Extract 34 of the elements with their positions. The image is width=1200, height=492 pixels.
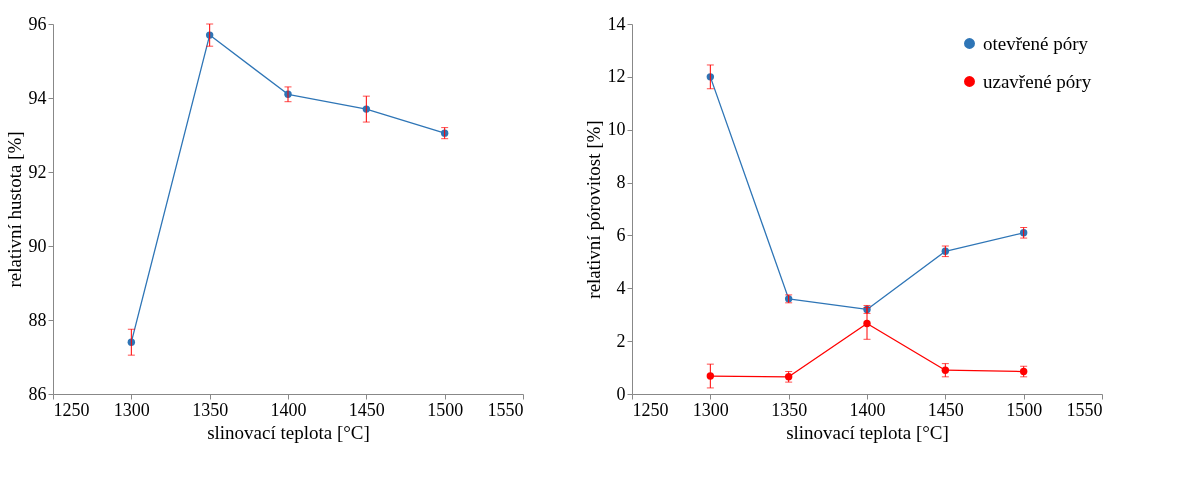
y-tick-label: 92 (28, 161, 47, 182)
x-tick-label: 1550 (487, 399, 524, 420)
y-tick-label: 6 (616, 224, 626, 245)
x-tick-label: 1500 (1006, 399, 1043, 420)
x-tick-label: 1300 (113, 399, 150, 420)
legend-label: otevřené póry (983, 32, 1089, 54)
y-tick-label: 2 (616, 330, 626, 351)
y-tick-label: 8 (616, 172, 626, 193)
y-tick-label: 0 (616, 383, 626, 404)
x-tick-label: 1250 (53, 399, 90, 420)
y-tick-label: 14 (607, 13, 626, 34)
x-axis-title: slinovací teplota [°C] (207, 421, 370, 443)
y-tick-label: 86 (28, 383, 47, 404)
y-tick-label: 12 (607, 66, 626, 87)
y-tick-label: 4 (616, 277, 626, 298)
x-axis-title: slinovací teplota [°C] (786, 421, 949, 443)
y-tick-label: 96 (28, 13, 47, 34)
y-tick-label: 94 (28, 87, 47, 108)
y-tick-label: 88 (28, 309, 47, 330)
x-tick-label: 1500 (427, 399, 464, 420)
x-tick-label: 1350 (771, 399, 808, 420)
x-tick-label: 1450 (927, 399, 964, 420)
x-tick-label: 1450 (348, 399, 385, 420)
x-tick-label: 1350 (192, 399, 229, 420)
x-tick-label: 1250 (632, 399, 669, 420)
legend-label: uzavřené póry (983, 70, 1092, 92)
x-tick-label: 1550 (1066, 399, 1103, 420)
x-tick-label: 1400 (849, 399, 886, 420)
x-tick-label: 1400 (270, 399, 307, 420)
y-tick-label: 90 (28, 235, 47, 256)
x-tick-label: 1300 (692, 399, 729, 420)
y-tick-label: 10 (607, 119, 626, 140)
y-axis-title: relativní hustota [%] (3, 131, 25, 288)
y-axis-title: relativní pórovitost [%] (582, 120, 604, 299)
